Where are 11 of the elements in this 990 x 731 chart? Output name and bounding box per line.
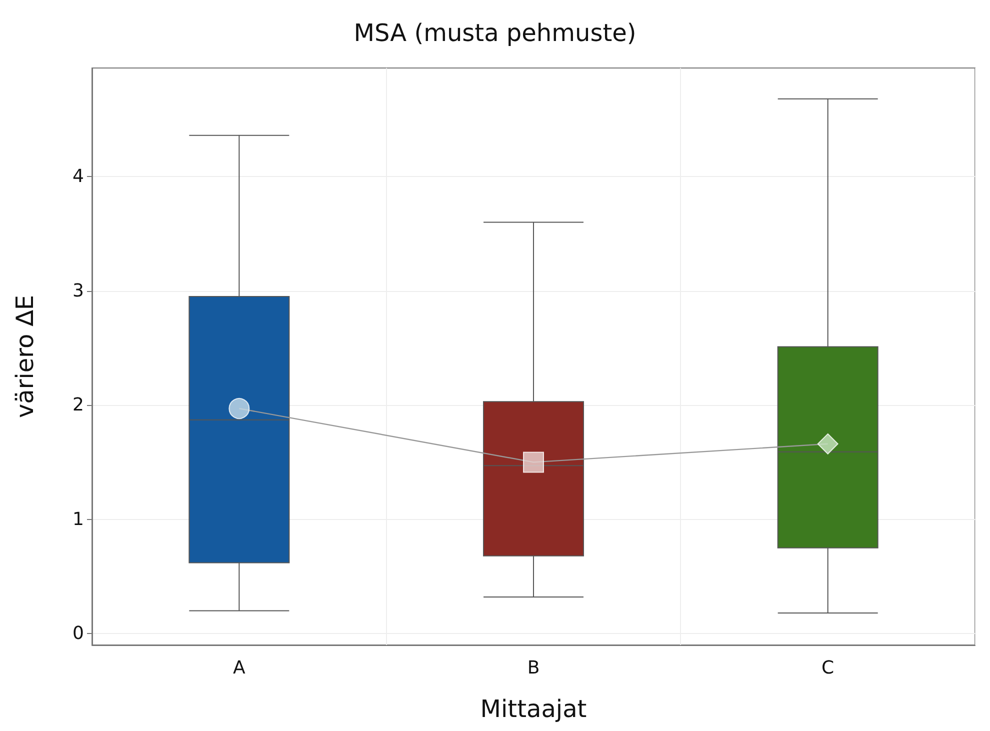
chart-title: MSA (musta pehmuste) xyxy=(354,19,636,47)
y-tick-label: 3 xyxy=(72,280,84,302)
y-tick-label: 1 xyxy=(72,508,84,530)
x-tick-label: B xyxy=(527,658,540,678)
x-tick-label: C xyxy=(822,658,834,678)
y-tick-label: 2 xyxy=(72,394,84,416)
x-axis-title: Mittaajat xyxy=(480,695,587,723)
y-tick-label: 0 xyxy=(72,623,84,644)
x-tick-label: A xyxy=(233,658,246,678)
y-tick-label: 4 xyxy=(72,166,84,188)
y-axis-title: väriero ∆E xyxy=(11,294,39,418)
